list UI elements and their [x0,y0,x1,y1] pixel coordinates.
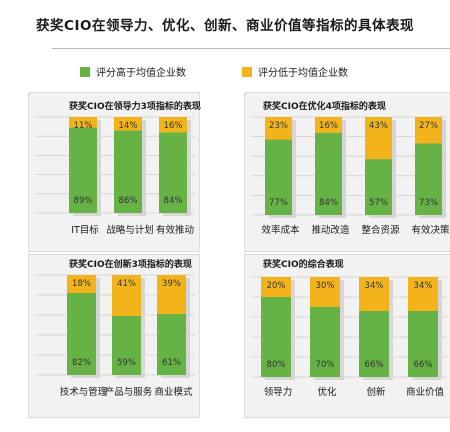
data-label-high: 84% [164,196,183,206]
data-label-high: 59% [117,358,136,368]
category-label: 优化 [317,386,337,398]
category-label: 战略与计划 [106,224,154,236]
category-label: IT目标 [71,224,99,236]
chart-innovation: 18% 82% 技术与管理 41% 59% 产品与服务 39% 61% 商业模式 [35,274,195,398]
data-label-low: 39% [162,279,181,289]
bar-high-2 [359,311,389,377]
bar-high-0 [261,297,291,377]
bar-low-1 [114,117,142,131]
bar-low-3 [415,117,442,144]
bar-low-0 [265,117,292,140]
bar-high-1 [114,130,142,213]
legend-label-high: 评分高于均值企业数 [96,68,186,79]
data-label-low: 34% [365,281,384,291]
page-title: 获奖CIO在领导力、优化、创新、商业价值等指标的具体表现 [36,18,414,34]
chart-panel-innovation: 获奖CIO在创新3项指标的表现 18% 82% 技术与管理 41% 59% 产品与服务 39… [28,254,200,418]
bar-low-2 [159,117,187,133]
bar-low-2 [157,275,186,314]
chart-title: 获奖CIO的综合表现 [263,260,344,270]
category-label: 商业价值 [406,386,445,398]
bar-high-2 [157,314,186,375]
category-label: 商业模式 [154,386,193,398]
chart-panel-optimization: 获奖CIO在优化4项指标的表现 23% 77% 效率成本 16% 84% 推动改造 43% 5… [244,92,450,252]
bar-high-2 [365,159,392,215]
legend: 评分高于均值企业数 评分低于均值企业数 [80,64,348,79]
data-label-low: 41% [117,279,136,289]
title-divider [52,48,450,49]
legend-label-low: 评分低于均值企业数 [258,68,348,79]
bar-low-2 [359,277,389,311]
data-label-low: 34% [414,281,433,291]
legend-swatch-high [80,66,90,77]
data-label-low: 16% [164,121,183,131]
category-label: 创新 [366,386,386,398]
data-label-low: 43% [369,121,388,131]
category-label: 有效推动 [156,224,194,236]
data-label-low: 14% [119,121,138,131]
chart-optimization: 23% 77% 效率成本 16% 84% 推动改造 43% 57% 整合资源 27% 73% 有效决策 [251,116,450,236]
data-label-low: 23% [269,121,288,131]
bar-low-3 [408,277,438,311]
data-label-high: 66% [414,360,433,370]
bar-high-1 [310,307,340,377]
data-label-high: 57% [369,198,388,208]
data-label-high: 77% [269,198,288,208]
data-label-high: 80% [267,360,286,370]
data-label-low: 18% [72,279,91,289]
data-label-low: 16% [319,121,338,131]
bar-high-2 [159,132,187,213]
chart-title: 获奖CIO在创新3项指标的表现 [69,260,192,270]
bar-high-0 [265,139,292,215]
chart-title: 获奖CIO在优化4项指标的表现 [263,102,386,112]
chart-panel-overall: 获奖CIO的综合表现 20% 80% 领导力 30% 70% 优化 34% 66% 创新 34% 6… [244,254,450,418]
category-label: 效率成本 [261,224,300,236]
bar-high-3 [415,143,442,215]
category-label: 产品与服务 [105,386,153,398]
bar-high-0 [67,293,96,375]
data-label-high: 61% [162,358,181,368]
data-label-high: 89% [74,196,93,206]
data-label-high: 84% [319,198,338,208]
bar-low-1 [310,277,340,307]
chart-title: 获奖CIO在领导力3项指标的表现 [69,102,201,112]
chart-leadership: 11% 89% IT目标 14% 86% 战略与计划 16% 84% 有效推动 [35,116,195,236]
data-label-high: 70% [316,360,335,370]
data-label-high: 66% [365,360,384,370]
data-label-low: 27% [419,121,438,131]
data-label-high: 86% [119,196,138,206]
bar-low-1 [112,275,141,316]
chart-overall: 20% 80% 领导力 30% 70% 优化 34% 66% 创新 34% 66% 商业价值 [251,276,447,398]
bar-low-0 [69,117,97,128]
bar-high-1 [112,316,141,375]
chart-panel-leadership: 获奖CIO在领导力3项指标的表现 11% 89% IT目标 14% 86% 战略与计划 16… [28,92,201,252]
category-label: 领导力 [264,386,293,398]
bar-low-0 [67,275,96,293]
data-label-high: 73% [419,198,438,208]
category-label: 技术与管理 [60,386,108,398]
bar-high-1 [315,132,342,215]
data-label-low: 30% [316,281,335,291]
category-label: 有效决策 [411,224,450,236]
legend-swatch-low [242,66,252,77]
bar-low-1 [315,117,342,133]
bar-high-0 [69,127,97,213]
data-label-low: 20% [267,281,286,291]
category-label: 推动改造 [311,224,350,236]
category-label: 整合资源 [361,224,400,236]
bar-low-2 [365,117,392,160]
data-label-low: 11% [74,121,93,131]
data-label-high: 82% [72,358,91,368]
bar-low-0 [261,277,291,297]
bar-high-3 [408,311,438,377]
